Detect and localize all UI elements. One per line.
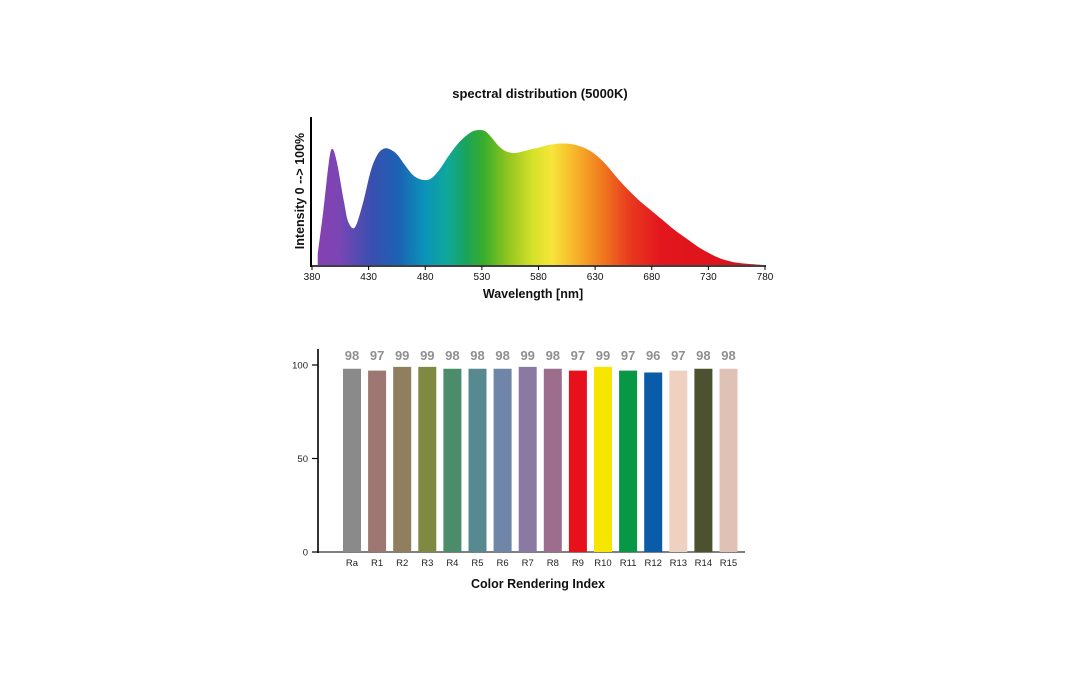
spectral-x-tick-label: 580 <box>530 272 547 283</box>
cri-bar <box>368 370 387 552</box>
cri-bar <box>418 366 437 552</box>
spectral-x-tick-label: 630 <box>587 272 604 283</box>
cri-bar <box>468 368 487 552</box>
cri-bar <box>669 370 688 552</box>
cri-value-label: 97 <box>671 348 685 363</box>
spectral-chart-title: spectral distribution (5000K) <box>452 86 628 101</box>
cri-y-ticks: 0 50 100 <box>292 361 318 559</box>
cri-category-label: R15 <box>720 558 737 569</box>
cri-category-label: R7 <box>522 558 534 569</box>
cri-category-label: R14 <box>695 558 712 569</box>
cri-y-tick-label: 0 <box>303 548 308 559</box>
cri-value-label: 99 <box>520 348 534 363</box>
cri-bars <box>343 366 738 552</box>
cri-category-label: R10 <box>594 558 611 569</box>
cri-value-label: 97 <box>621 348 635 363</box>
cri-value-labels: 98 97 99 99 98 98 98 99 98 97 99 97 96 97 98 98 <box>345 348 736 363</box>
cri-value-label: 96 <box>646 348 660 363</box>
spectral-x-tick-label: 430 <box>360 272 377 283</box>
cri-category-label: R1 <box>371 558 383 569</box>
cri-category-label: R3 <box>421 558 433 569</box>
spectral-x-tick-label: 480 <box>417 272 434 283</box>
cri-y-tick-label: 50 <box>297 454 308 465</box>
cri-category-label: R12 <box>644 558 661 569</box>
cri-y-tick-label: 100 <box>292 361 308 372</box>
cri-value-label: 97 <box>571 348 585 363</box>
spectral-x-tick-label: 530 <box>474 272 491 283</box>
spectral-x-tick-label: 680 <box>643 272 660 283</box>
cri-category-label: R8 <box>547 558 559 569</box>
spectral-x-tick-label: 380 <box>304 272 321 283</box>
cri-value-label: 99 <box>395 348 409 363</box>
cri-value-label: 98 <box>721 348 735 363</box>
cri-category-label: Ra <box>346 558 359 569</box>
cri-bar <box>493 368 512 552</box>
cri-bar <box>694 368 713 552</box>
cri-chart: 0 50 100 98 97 99 99 98 98 98 99 98 97 99 97 96 97 98 98 … <box>292 348 745 591</box>
cri-value-label: 99 <box>420 348 434 363</box>
spectral-area <box>317 130 763 265</box>
cri-bar <box>443 368 462 552</box>
cri-value-label: 98 <box>495 348 509 363</box>
cri-bar <box>393 366 412 552</box>
spectral-x-axis-label: Wavelength [nm] <box>483 287 583 301</box>
cri-category-label: R11 <box>620 558 637 569</box>
cri-category-label: R6 <box>497 558 509 569</box>
cri-bar <box>568 370 587 552</box>
spectral-x-tick-label: 730 <box>700 272 717 283</box>
spectral-x-tick-label: 780 <box>757 272 774 283</box>
cri-bar <box>543 368 562 552</box>
cri-value-label: 99 <box>596 348 610 363</box>
cri-bar <box>719 368 738 552</box>
cri-category-labels: Ra R1 R2 R3 R4 R5 R6 R7 R8 R9 R10 R11 R12 R13 R14 R15 <box>346 558 737 569</box>
cri-category-label: R13 <box>670 558 687 569</box>
cri-value-label: 98 <box>546 348 560 363</box>
spectral-x-tick-labels: 380 430 480 530 580 630 680 730 780 <box>304 266 774 283</box>
cri-value-label: 98 <box>470 348 484 363</box>
cri-value-label: 98 <box>445 348 459 363</box>
cri-category-label: R9 <box>572 558 584 569</box>
cri-bar <box>619 370 638 552</box>
spectral-chart: spectral distribution (5000K) 380 430 480 5… <box>293 86 774 301</box>
cri-bar <box>594 366 612 552</box>
cri-bar <box>644 372 663 552</box>
cri-category-label: R2 <box>396 558 408 569</box>
cri-bar <box>518 366 537 552</box>
cri-category-label: R4 <box>446 558 458 569</box>
cri-value-label: 98 <box>345 348 359 363</box>
cri-category-label: R5 <box>471 558 483 569</box>
cri-value-label: 97 <box>370 348 384 363</box>
cri-bar <box>343 368 361 552</box>
cri-x-axis-label: Color Rendering Index <box>471 577 605 591</box>
cri-value-label: 98 <box>696 348 710 363</box>
spectral-y-axis-label: Intensity 0 --> 100% <box>293 133 307 249</box>
